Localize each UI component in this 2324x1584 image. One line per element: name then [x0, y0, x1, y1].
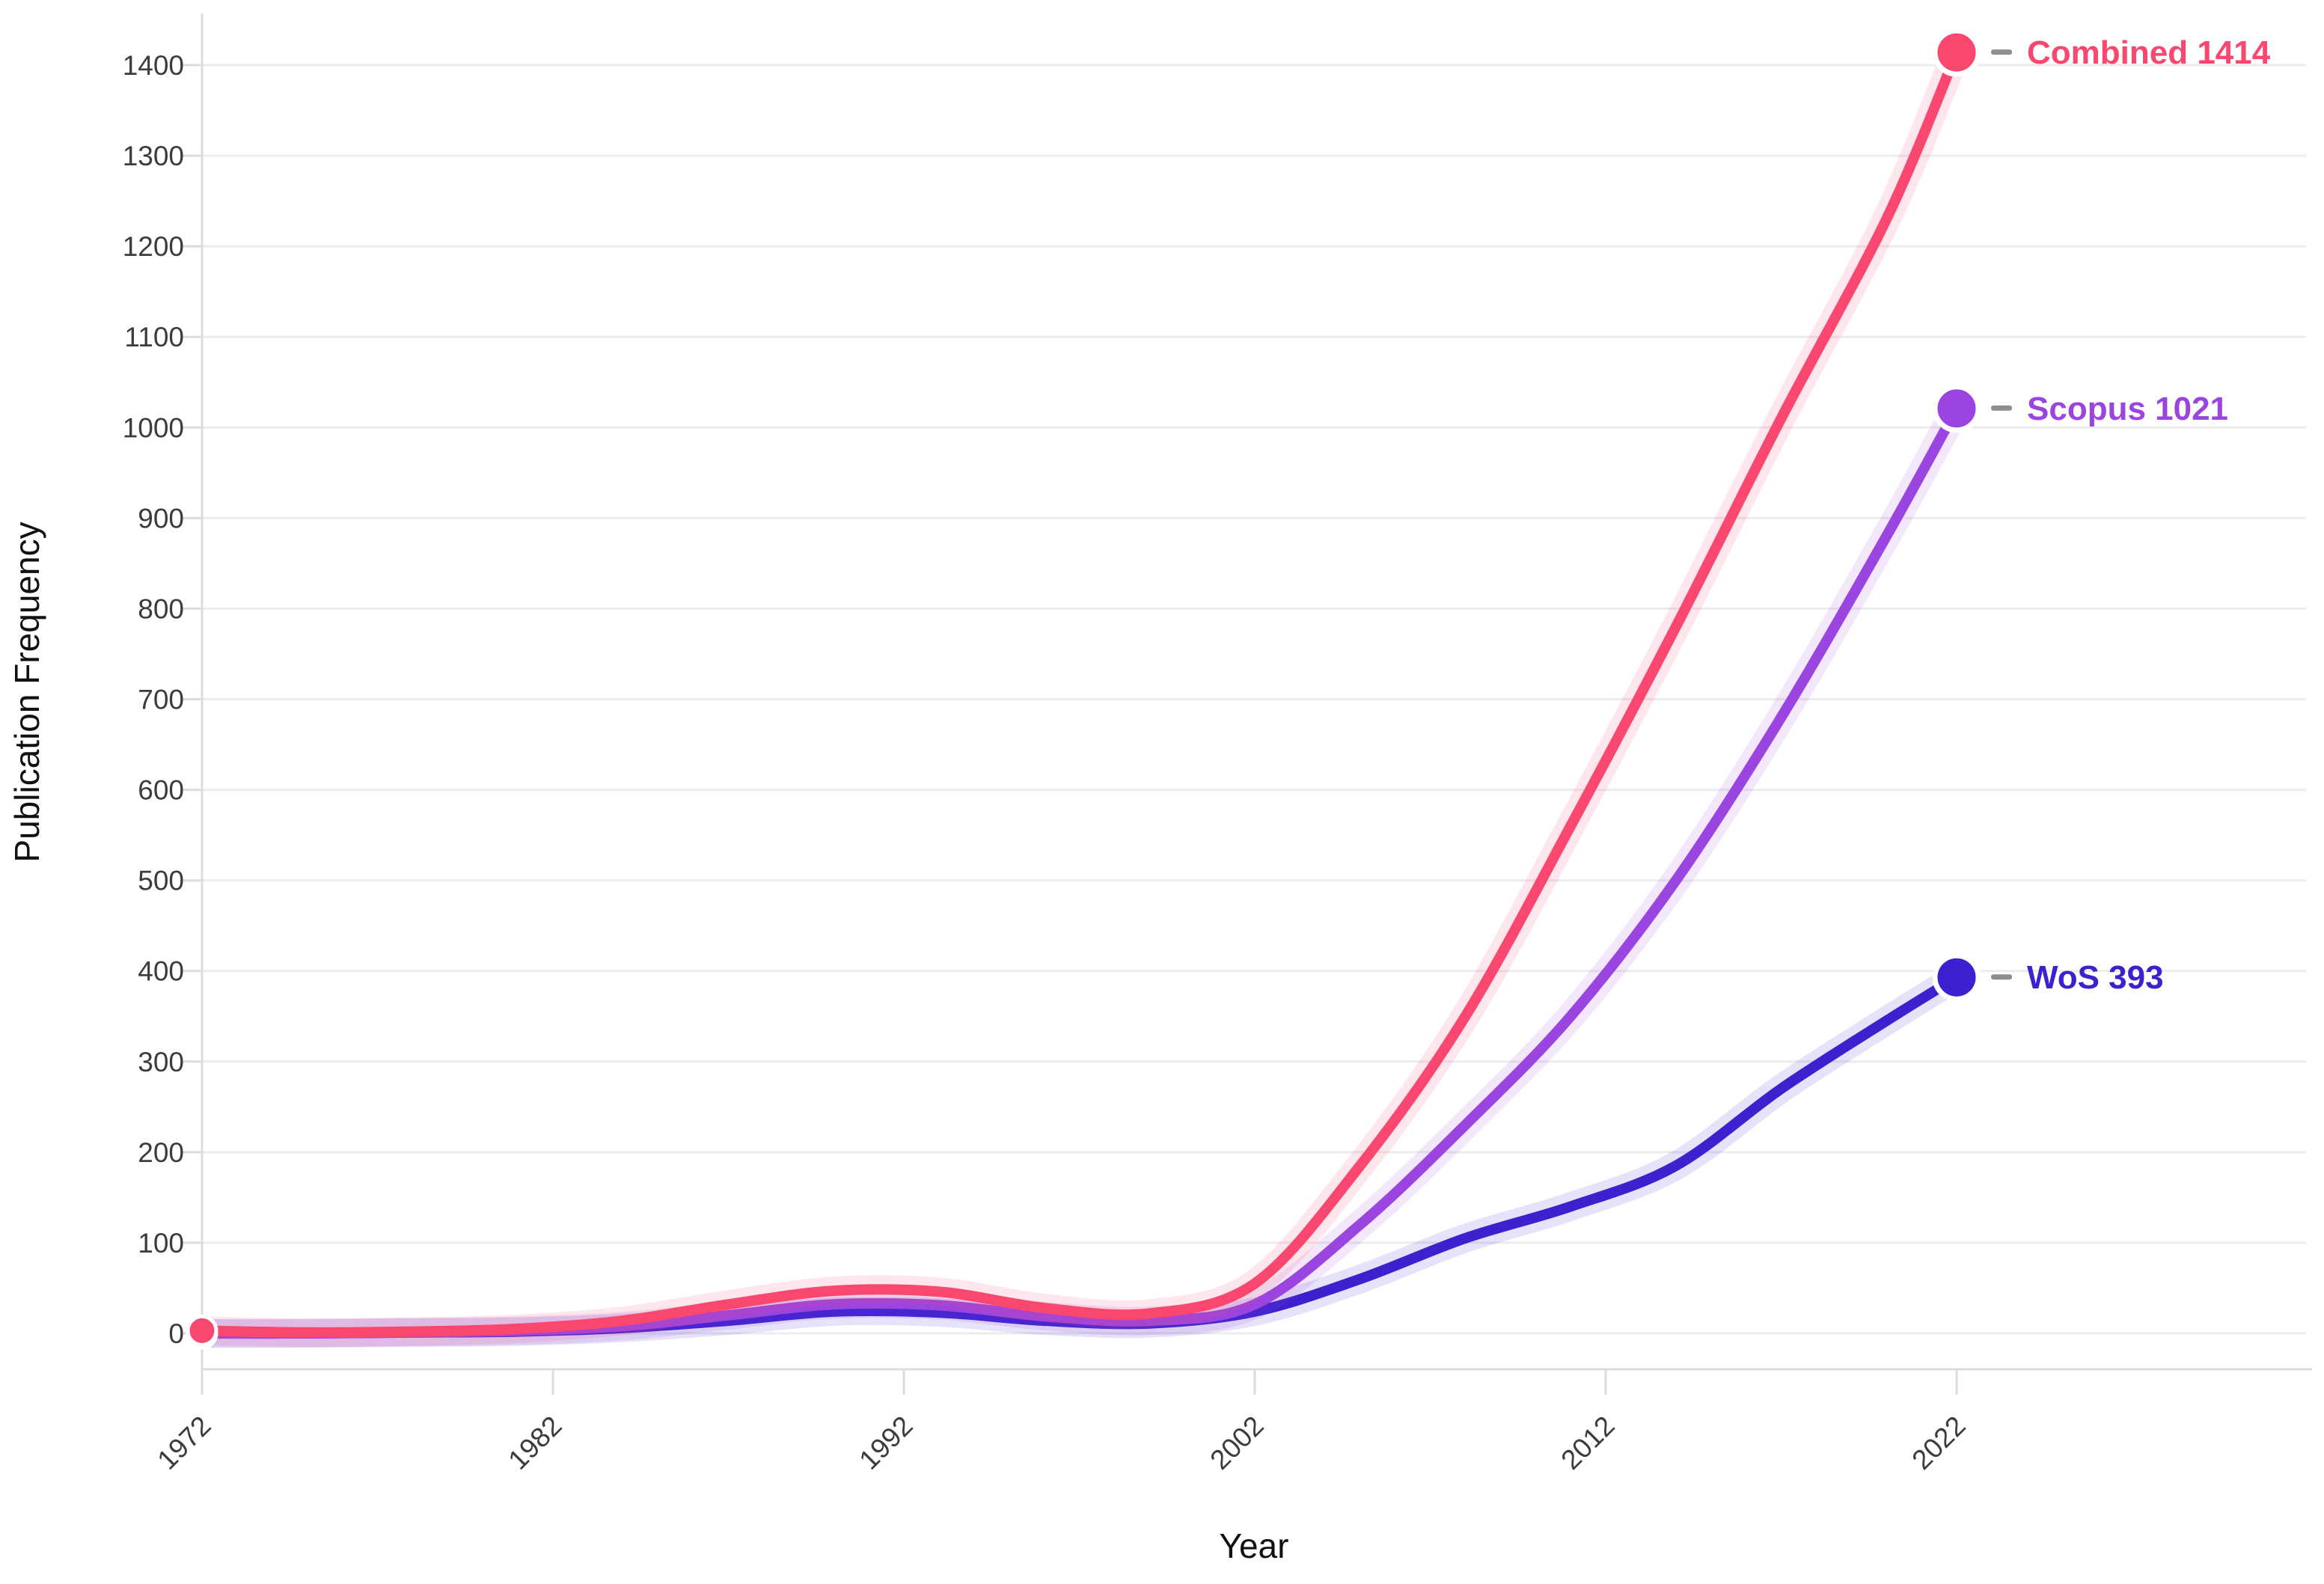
- end-label-dash-wos: [1991, 974, 2012, 980]
- x-tick-label-2022: 2022: [1906, 1410, 1971, 1476]
- x-tick-label-2002: 2002: [1204, 1410, 1269, 1476]
- series-glow-scopus: [188, 394, 1971, 1348]
- series-line-wos: [197, 972, 1962, 1339]
- y-tick-label-0: 0: [168, 1318, 184, 1349]
- y-tick-label-1200: 1200: [123, 231, 184, 262]
- y-tick-label-1000: 1000: [123, 412, 184, 443]
- y-tick-label-700: 700: [138, 685, 184, 715]
- y-tick-labels: 0 100 200 300 400 500 600 700 800 900 1000 1100 1200…: [123, 50, 184, 1349]
- end-label-dash-combined: [1991, 49, 2012, 55]
- tick-marks: [181, 64, 1958, 1395]
- y-tick-label-400: 400: [138, 956, 184, 987]
- x-tick-label-1992: 1992: [853, 1410, 918, 1476]
- series-end-point-scopus: [1932, 384, 1981, 433]
- x-axis-title: Year: [1220, 1526, 1289, 1565]
- x-tick-label-1972: 1972: [151, 1410, 216, 1476]
- y-tick-label-900: 900: [138, 503, 184, 533]
- series-end-point-combined: [1932, 28, 1981, 77]
- series-end-labels: WoS 393 Scopus 1021 Combined 1414: [1991, 34, 2271, 996]
- series-line-combined: [197, 47, 1962, 1338]
- y-tick-label-100: 100: [138, 1228, 184, 1259]
- y-tick-label-600: 600: [138, 775, 184, 806]
- series-end-points: [186, 28, 1981, 1350]
- y-tick-label-1100: 1100: [124, 322, 184, 352]
- end-label-dash-scopus: [1991, 405, 2012, 411]
- series-lines: [188, 38, 1971, 1348]
- y-tick-label-200: 200: [138, 1137, 184, 1168]
- end-label-combined: Combined 1414: [2027, 34, 2271, 71]
- gridlines: [202, 64, 2306, 1335]
- y-axis-title: Publication Frequency: [7, 522, 46, 862]
- x-tick-label-1982: 1982: [502, 1410, 567, 1476]
- y-tick-label-1300: 1300: [123, 141, 184, 171]
- y-tick-label-300: 300: [138, 1047, 184, 1077]
- series-start-point-combined: [186, 1314, 218, 1347]
- series-end-point-wos: [1932, 952, 1981, 1002]
- y-tick-label-1400: 1400: [123, 50, 184, 81]
- axis-lines: [201, 13, 2312, 1371]
- end-label-scopus: Scopus 1021: [2027, 391, 2228, 427]
- x-tick-label-2012: 2012: [1555, 1410, 1620, 1476]
- x-tick-labels: 1972 1982 1992 2002 2012 2022: [151, 1410, 1971, 1476]
- y-tick-label-800: 800: [138, 593, 184, 624]
- y-tick-label-500: 500: [138, 866, 184, 896]
- end-label-wos: WoS 393: [2027, 959, 2164, 996]
